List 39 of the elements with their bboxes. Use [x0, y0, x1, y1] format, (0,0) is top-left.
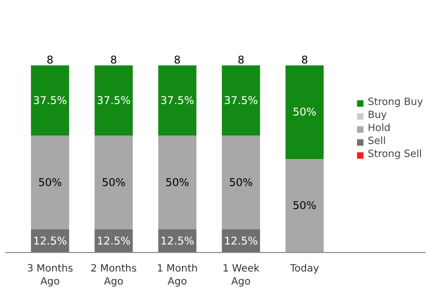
bar: [94, 136, 133, 230]
x-tick-label: 2 Months Ago: [90, 264, 137, 288]
x-tick-label: 1 Week Ago: [222, 264, 260, 288]
bar: [158, 136, 196, 230]
data-label: 37.5%: [160, 94, 194, 107]
data-label: 50%: [292, 199, 316, 212]
data-label: 50%: [165, 176, 190, 189]
bar: [222, 65, 260, 136]
bar: [30, 136, 70, 230]
annotation: 8: [301, 53, 308, 66]
annotation: 8: [238, 53, 245, 66]
x-tick-label: Today: [289, 264, 320, 274]
data-label: 50%: [229, 176, 253, 189]
data-label: 37.5%: [96, 94, 131, 107]
bar: [158, 65, 196, 136]
data-label: 12.5%: [33, 234, 67, 248]
data-label: 37.5%: [224, 94, 258, 107]
data-label: 50%: [292, 106, 316, 119]
bar: [286, 158, 324, 252]
legend-label: Buy: [368, 110, 388, 122]
legend-label: Strong Sell: [368, 148, 422, 160]
data-label: 12.5%: [160, 234, 194, 248]
legend-label: Strong Buy: [368, 96, 423, 108]
bar: [286, 65, 324, 159]
data-label: 50%: [38, 176, 62, 189]
bar: [222, 136, 260, 230]
x-tick-label: 1 Month Ago: [156, 264, 198, 288]
data-label: 50%: [102, 176, 126, 189]
x-tick-label: 3 Months Ago: [27, 264, 74, 288]
legend-label: Hold: [368, 122, 390, 134]
bar: [94, 65, 133, 136]
data-label: 12.5%: [224, 234, 258, 248]
annotation: 8: [110, 53, 118, 66]
data-label: 37.5%: [33, 94, 67, 107]
annotation: 8: [174, 53, 181, 66]
bar: [30, 65, 70, 136]
annotation: 8: [46, 53, 54, 66]
data-label: 12.5%: [96, 234, 131, 248]
legend-label: Sell: [368, 136, 387, 148]
